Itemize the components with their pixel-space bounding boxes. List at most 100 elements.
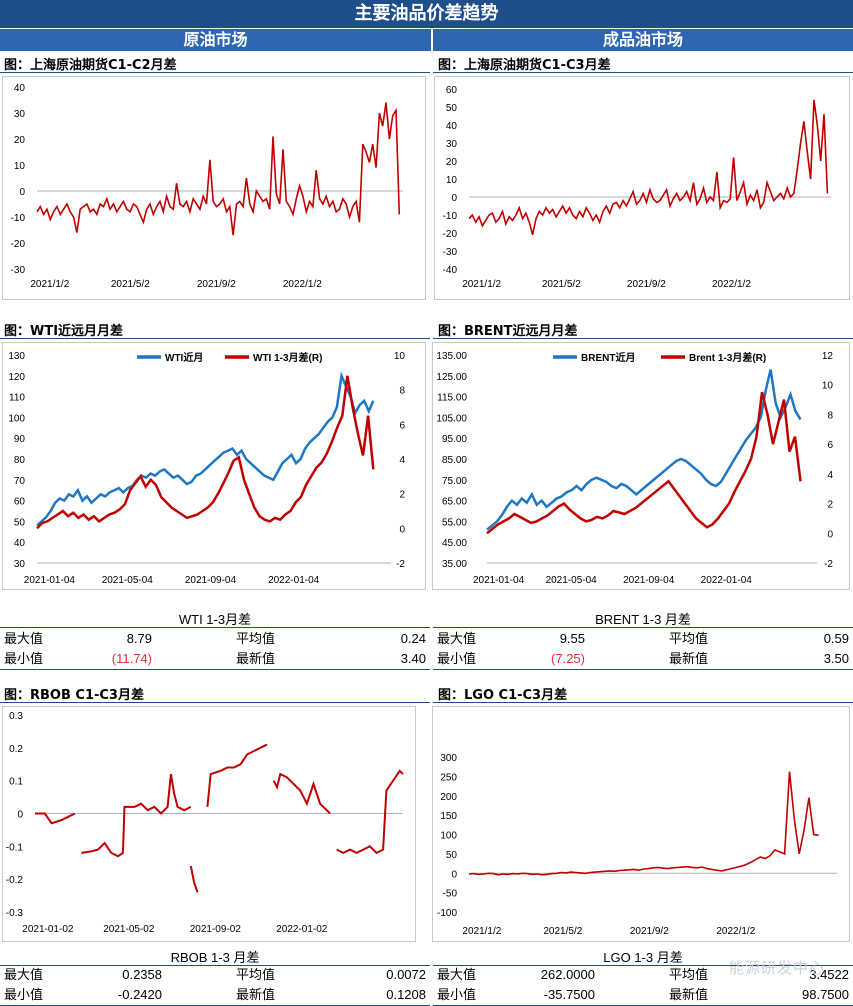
stat-value: 8.79 bbox=[126, 631, 152, 646]
stat-label: 最大值 bbox=[437, 967, 477, 982]
y-tick-label: 10 bbox=[446, 175, 458, 186]
chart-title-rbob: 图：RBOB C1-C3月差 bbox=[4, 688, 144, 703]
y2-tick-label: 10 bbox=[822, 381, 834, 392]
stat-label: 最大值 bbox=[4, 967, 44, 982]
stats-top-rule bbox=[433, 627, 853, 628]
stat-label: 最小值 bbox=[433, 649, 501, 670]
legend-label: WTI近月 bbox=[165, 351, 203, 364]
y2-tick-label: 2 bbox=[827, 500, 833, 511]
stat-value: 0.1208 bbox=[310, 985, 430, 1006]
y-tick-label: 110 bbox=[9, 393, 25, 404]
x-tick-label: 2021/9/2 bbox=[197, 279, 236, 290]
y-tick-label: 115.00 bbox=[437, 393, 467, 404]
x-tick-label: 2022/1/2 bbox=[712, 279, 751, 290]
y-tick-label: 40 bbox=[446, 121, 458, 132]
stats-title-rbob: RBOB 1-3 月差 bbox=[170, 950, 260, 965]
series-line-segment bbox=[336, 769, 404, 855]
y2-tick-label: -2 bbox=[824, 559, 833, 570]
stat-label: 最大值 bbox=[4, 631, 44, 646]
series-line-segment bbox=[189, 865, 199, 893]
y-tick-label: 50 bbox=[446, 103, 458, 114]
y-tick-label: -30 bbox=[443, 247, 458, 258]
x-tick-label: 2022-01-04 bbox=[701, 575, 753, 586]
chart-panel-sh-c1c2: -30 -20 -10 0 10 20 30 40 2021/1/2 2021/5/2 2021/9… bbox=[2, 76, 426, 300]
x-tick-label: 2021/5/2 bbox=[543, 926, 582, 937]
x-tick-label: 2021/9/2 bbox=[627, 279, 666, 290]
stat-value: 0.2358 bbox=[122, 967, 162, 982]
y-tick-label: 30 bbox=[14, 559, 26, 570]
stat-label: 最小值 bbox=[433, 985, 501, 1006]
y-tick-label: 0 bbox=[17, 810, 23, 821]
x-tick-label: 2021/1/2 bbox=[30, 279, 69, 290]
stat-value: 262.0000 bbox=[540, 967, 595, 982]
y-tick-label: 65.00 bbox=[442, 497, 467, 508]
x-tick-label: 2022/1/2 bbox=[283, 279, 322, 290]
stat-value: 0.0072 bbox=[386, 967, 426, 982]
y-tick-label: 105.00 bbox=[436, 413, 467, 424]
chart-panel-rbob: -0.3 -0.2 -0.1 0 0.1 0.2 0.3 2021-01-02 2021-05-… bbox=[2, 706, 416, 942]
stat-label: 最新值 bbox=[589, 649, 743, 670]
y-tick-label: 0 bbox=[451, 869, 457, 880]
y2-tick-label: 6 bbox=[399, 420, 405, 431]
y2-tick-label: 4 bbox=[827, 470, 833, 481]
y-tick-label: 20 bbox=[14, 135, 26, 146]
legend-label: Brent 1-3月差(R) bbox=[689, 351, 766, 364]
stat-label: 最大值 bbox=[437, 631, 477, 646]
y2-tick-label: 0 bbox=[399, 524, 405, 535]
x-tick-label: 2021-01-02 bbox=[22, 924, 74, 935]
chart-panel-brent: 35.00 45.00 55.00 65.00 75.00 85.00 95.00 105.0… bbox=[432, 342, 850, 590]
y2-tick-label: 10 bbox=[394, 351, 406, 362]
y-tick-label: 0 bbox=[19, 187, 25, 198]
x-tick-label: 2021-05-04 bbox=[102, 575, 154, 586]
watermark: 能源研发中心 bbox=[728, 959, 825, 977]
stats-title-lgo: LGO 1-3 月差 bbox=[603, 950, 683, 965]
y-tick-label: 45.00 bbox=[442, 538, 467, 549]
series-line-primary bbox=[36, 102, 401, 236]
stat-label: 平均值 bbox=[669, 631, 709, 646]
x-tick-label: 2021/1/2 bbox=[462, 926, 501, 937]
y-tick-label: -10 bbox=[443, 211, 458, 222]
y-tick-label: 80 bbox=[14, 455, 26, 466]
x-tick-label: 2022/1/2 bbox=[716, 926, 755, 937]
y-tick-label: 75.00 bbox=[442, 476, 467, 487]
title-underline bbox=[0, 72, 430, 73]
y-tick-label: 150 bbox=[440, 811, 457, 822]
legend-label: BRENT近月 bbox=[581, 351, 635, 364]
x-tick-label: 2021-09-04 bbox=[623, 575, 675, 586]
stat-label: 最新值 bbox=[599, 985, 743, 1006]
x-tick-label: 2021-01-04 bbox=[24, 575, 76, 586]
stat-value: 3.4522 bbox=[809, 967, 849, 982]
section-refined-oil: 成品油市场 bbox=[433, 29, 853, 51]
y-tick-label: 70 bbox=[14, 476, 26, 487]
chart-panel-lgo: -100 -50 0 50 100 150 200 250 300 2021/1/2 2021/5/… bbox=[432, 706, 850, 942]
stat-label: 最新值 bbox=[156, 649, 310, 670]
title-underline bbox=[433, 72, 853, 73]
y2-tick-label: 4 bbox=[399, 455, 405, 466]
x-tick-label: 2021-01-04 bbox=[473, 575, 525, 586]
stats-table-lgo: 最大值 262.0000 平均值 3.4522 最小值 -35.7500 最新值… bbox=[433, 965, 853, 1006]
y-tick-label: -0.2 bbox=[6, 875, 24, 886]
title-underline bbox=[433, 338, 853, 339]
stat-label: 平均值 bbox=[236, 631, 276, 646]
x-tick-label: 2021-05-02 bbox=[103, 924, 155, 935]
page-title: 主要油品价差趋势 bbox=[0, 0, 853, 28]
stat-value: 9.55 bbox=[559, 631, 585, 646]
stats-table-wti: 最大值 8.79 平均值 0.24 最小值 (11.74) 最新值 3.40 bbox=[0, 629, 430, 670]
y-tick-label: -0.3 bbox=[6, 908, 24, 919]
x-tick-label: 2021/1/2 bbox=[462, 279, 501, 290]
series-line-primary bbox=[486, 369, 802, 531]
section-crude-oil: 原油市场 bbox=[0, 29, 431, 51]
stats-table-brent: 最大值 9.55 平均值 0.59 最小值 (7.25) 最新值 3.50 bbox=[433, 629, 853, 670]
stats-top-rule bbox=[433, 965, 853, 966]
stat-value: -0.2420 bbox=[68, 985, 166, 1006]
chart-title-wti: 图：WTI近远月月差 bbox=[4, 324, 124, 339]
series-line-secondary bbox=[486, 391, 802, 535]
chart-title-sh-c1c2: 图：上海原油期货C1-C2月差 bbox=[4, 58, 177, 73]
chart-rbob: -0.3 -0.2 -0.1 0 0.1 0.2 0.3 2021-01-02 2021-05-… bbox=[6, 711, 404, 935]
series-line-segment bbox=[272, 772, 331, 815]
y2-tick-label: 2 bbox=[399, 490, 405, 501]
y-tick-label: 0 bbox=[451, 193, 457, 204]
x-tick-label: 2021/9/2 bbox=[630, 926, 669, 937]
y2-tick-label: 0 bbox=[827, 529, 833, 540]
y-tick-label: -10 bbox=[11, 213, 26, 224]
